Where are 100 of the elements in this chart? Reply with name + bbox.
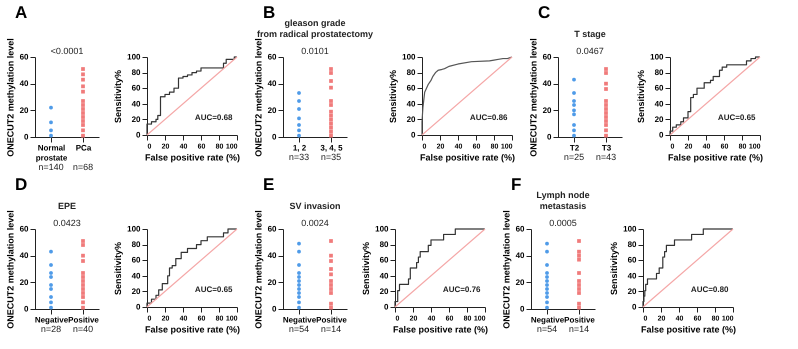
y-tick-label: 0 (24, 304, 30, 314)
chart-subtitle: EPE (58, 201, 76, 211)
text: 0.0467 (576, 46, 604, 56)
y-tick-label: 20 (132, 114, 142, 124)
x-axis-title: False positive rate (%) (392, 324, 488, 334)
annotation: AUC=0.86 (470, 112, 508, 122)
x-axis-title: False positive rate (%) (640, 324, 736, 334)
y-tick-label: 0 (136, 130, 142, 140)
y-tick-label: 60 (132, 84, 142, 93)
y-tick-label: 20 (132, 286, 142, 296)
x-tick-label: Positive (316, 316, 348, 324)
y-tick-label: 20 (380, 286, 390, 296)
y-tick-label: 40 (406, 99, 416, 108)
y-tick-label: 40 (268, 79, 278, 88)
y-axis-title: Sensitivity% (361, 242, 372, 296)
text: n=54 (288, 324, 310, 334)
y-tick-label: 100 (375, 224, 390, 234)
x-axis-title: False positive rate (%) (668, 152, 764, 162)
text: n=40 (72, 324, 94, 334)
text: n=33 (288, 152, 310, 162)
y-axis-title: ONECUT2 methylation level (528, 38, 539, 157)
text: 0.0024 (301, 218, 329, 228)
y-tick-label: 40 (628, 271, 638, 280)
chart-title: F (511, 175, 522, 194)
chart-title: E (263, 175, 274, 194)
y-axis-title: Sensitivity% (113, 70, 124, 124)
annotation: AUC=0.68 (194, 112, 234, 122)
chart-title: D (15, 175, 28, 194)
y-tick-label: 20 (654, 114, 664, 124)
y-axis-title: Sensitivity% (113, 242, 124, 296)
y-axis-title: ONECUT2 methylation level (6, 38, 16, 157)
text: n=54 (536, 324, 558, 334)
y-tick-label: 20 (516, 278, 526, 287)
y-axis-title: Sensitivity% (609, 242, 620, 296)
y-tick-label: 40 (20, 251, 30, 260)
text: n=35 (320, 152, 342, 162)
x-tick-label: Normal prostate (36, 144, 68, 162)
y-tick-label: 100 (127, 224, 142, 234)
text: n=68 (72, 162, 94, 172)
x-axis-title: False positive rate (%) (144, 152, 240, 162)
y-tick-label: 20 (268, 106, 278, 115)
y-tick-label: 60 (542, 52, 552, 62)
y-tick-label: 60 (268, 224, 278, 234)
x-axis-title: False positive rate (%) (420, 152, 516, 162)
y-tick-label: 100 (623, 224, 638, 234)
y-tick-label: 0 (272, 132, 278, 142)
chart-title: A (15, 3, 28, 22)
y-axis-title: Sensitivity% (388, 70, 398, 124)
annotation: AUC=0.76 (442, 284, 482, 294)
y-tick-label: 0 (272, 304, 278, 314)
x-tick-label: T2 (570, 144, 580, 152)
y-tick-label: 20 (268, 278, 278, 287)
chart-subtitle: Lymph node metastasis (536, 190, 590, 211)
x-tick-label: Positive (68, 316, 100, 324)
x-tick-label: T3 (602, 144, 612, 152)
y-axis-title: ONECUT2 methylation level (6, 210, 16, 329)
y-tick-label: 0 (659, 130, 664, 140)
y-tick-label: 0 (136, 302, 142, 312)
y-tick-label: 40 (380, 271, 390, 280)
annotation: AUC=0.65 (194, 284, 234, 294)
x-tick-label: PCa (76, 144, 92, 152)
y-tick-label: 60 (406, 84, 416, 93)
y-tick-label: 60 (654, 84, 664, 93)
y-tick-label: 80 (654, 68, 664, 78)
y-tick-label: 20 (20, 106, 30, 115)
y-tick-label: 40 (654, 99, 664, 108)
text: n=14 (568, 324, 590, 334)
y-tick-label: 80 (406, 68, 416, 78)
y-axis-title: ONECUT2 methylation level (502, 210, 512, 329)
y-tick-label: 40 (542, 79, 552, 88)
y-tick-label: 100 (650, 52, 664, 62)
y-tick-label: 60 (516, 224, 526, 234)
y-tick-label: 0 (24, 132, 30, 142)
y-tick-label: 0 (520, 304, 526, 314)
y-axis-title: ONECUT2 methylation level (254, 38, 264, 157)
x-tick-label: Negative (530, 316, 565, 324)
x-tick-label: Negative (282, 316, 317, 324)
text: n=43 (596, 152, 616, 162)
y-axis-title: Sensitivity% (636, 70, 646, 124)
y-tick-label: 100 (402, 52, 416, 62)
y-axis-title: ONECUT2 methylation level (254, 210, 264, 329)
y-tick-label: 80 (132, 240, 142, 250)
y-tick-label: 20 (542, 106, 552, 115)
x-tick-label: 1, 2 (292, 144, 307, 152)
y-tick-label: 80 (132, 68, 142, 78)
y-tick-label: 40 (268, 251, 278, 260)
y-tick-label: 60 (20, 52, 30, 62)
y-tick-label: 80 (380, 240, 390, 250)
annotation: AUC=0.65 (718, 112, 756, 122)
y-tick-label: 40 (132, 99, 142, 108)
y-tick-label: 60 (132, 256, 142, 265)
x-tick-label: 3, 4, 5 (320, 144, 344, 152)
y-tick-label: 20 (20, 278, 30, 287)
y-tick-label: 60 (268, 52, 278, 62)
annotation: AUC=0.80 (690, 284, 730, 294)
y-tick-label: 20 (406, 114, 416, 124)
y-tick-label: 80 (628, 240, 638, 250)
y-tick-label: 40 (516, 251, 526, 260)
chart-subtitle: SV invasion (289, 201, 341, 211)
text: 0.0423 (53, 218, 81, 228)
